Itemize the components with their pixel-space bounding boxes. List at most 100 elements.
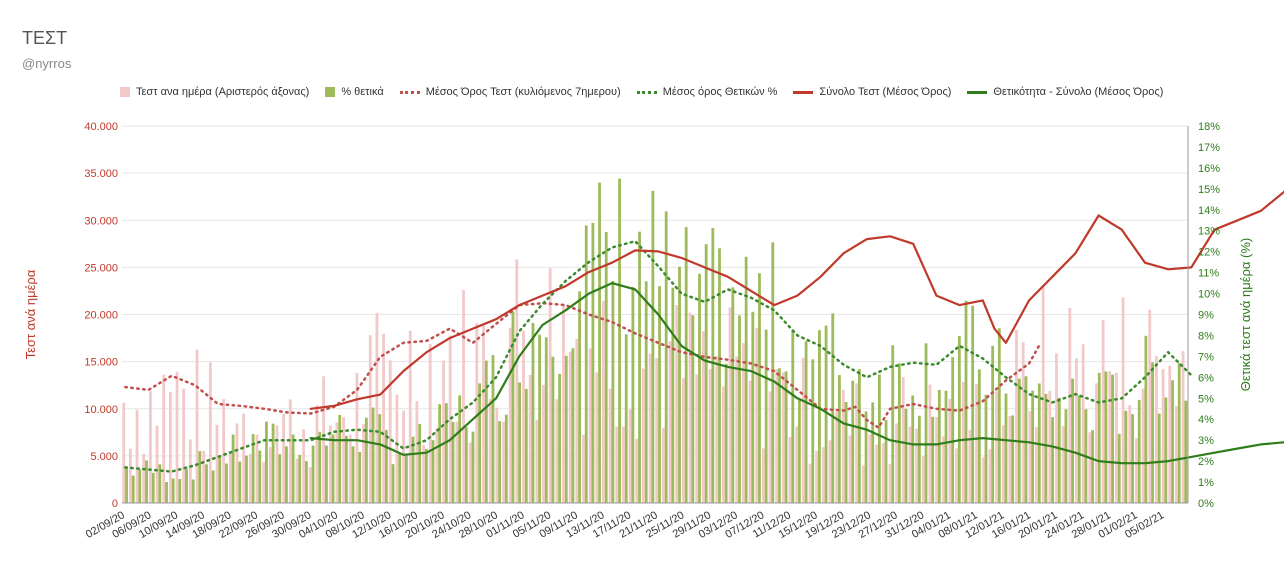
tests-bar: [275, 425, 279, 503]
left-tick-label: 5.000: [90, 451, 118, 463]
tests-bar: [548, 268, 552, 503]
positive-bar: [344, 435, 348, 503]
positive-bar: [818, 330, 821, 503]
tests-bar: [861, 465, 865, 503]
positive-bar: [491, 355, 495, 503]
positive-bar: [684, 227, 688, 504]
positive-bar: [1064, 409, 1068, 503]
tests-bar: [422, 445, 425, 503]
tests-bar: [522, 330, 525, 503]
tests-bar: [1148, 309, 1152, 503]
positive-bar: [877, 374, 881, 503]
tests-bar: [315, 405, 319, 503]
tests-bar: [735, 356, 739, 503]
positive-bar: [731, 287, 735, 503]
tests-bar: [262, 462, 266, 503]
tests-bar: [362, 423, 365, 503]
tests-bar: [1095, 383, 1098, 503]
tests-bar: [821, 447, 825, 503]
tests-bar: [668, 341, 672, 503]
tests-bar: [142, 453, 146, 503]
positive-bar: [1117, 433, 1121, 503]
positive-bar: [964, 300, 968, 503]
tests-bar: [195, 349, 199, 503]
chart-legend: Τεστ ανα ημέρα (Αριστερός άξονας) % θετικ…: [120, 86, 1179, 98]
tests-bar: [775, 368, 779, 503]
tests-bar: [995, 391, 998, 503]
tests-bar: [741, 343, 745, 503]
bars: [122, 178, 1188, 504]
right-tick-label: 6%: [1198, 372, 1214, 384]
tests-bar: [1155, 356, 1158, 503]
positive-bar: [258, 450, 262, 503]
positive-bar: [1111, 374, 1114, 503]
tests-bar: [382, 333, 385, 503]
positive-bar: [211, 470, 215, 503]
tests-bar: [915, 428, 918, 503]
positive-bar: [824, 325, 828, 503]
positive-bar: [271, 423, 275, 503]
positive-bar: [544, 337, 548, 503]
positive-bar: [778, 368, 781, 503]
positive-avg-line: [124, 239, 1193, 473]
left-tick-label: 10.000: [84, 404, 118, 416]
tests-bar: [795, 426, 799, 503]
positive-bar: [245, 455, 248, 503]
positive-bar: [291, 434, 295, 503]
right-tick-label: 0%: [1198, 498, 1214, 510]
tests-bar: [135, 409, 139, 503]
positive-bar: [1011, 415, 1015, 503]
right-tick-label: 7%: [1198, 351, 1214, 363]
positive-bar: [231, 434, 235, 503]
legend-label: Τεστ ανα ημέρα (Αριστερός άξονας): [136, 86, 310, 98]
tests-bar: [175, 371, 179, 503]
tests-bar: [295, 458, 299, 503]
positive-bar: [618, 178, 621, 503]
positive-bar: [591, 222, 595, 503]
legend-item: Μέσος Όρος Τεστ (κυλιόμενος 7ημερου): [399, 86, 621, 98]
positive-bar: [784, 371, 788, 503]
tests-bar: [808, 463, 812, 503]
tests-bar: [728, 307, 732, 503]
positive-bar: [977, 369, 981, 503]
tests-bar: [1168, 365, 1172, 503]
tests-bar: [562, 303, 565, 503]
right-tick-label: 15%: [1198, 184, 1220, 196]
legend-item: Θετικότητα - Σύνολο (Μέσος Όρος): [967, 86, 1163, 98]
left-tick-label: 15.000: [84, 357, 118, 369]
tests-bar: [1108, 371, 1112, 503]
tests-bar: [555, 399, 559, 503]
tests-bar: [1081, 344, 1085, 503]
positive-bar: [858, 369, 861, 503]
tests-bar: [208, 362, 212, 503]
tests-bar: [388, 360, 392, 503]
positive-bar: [1091, 430, 1094, 503]
tests-bar: [1128, 405, 1132, 503]
tests-bar: [162, 374, 166, 503]
tests-bar: [635, 438, 639, 503]
positive-bar: [325, 445, 328, 503]
positive-bar: [285, 446, 288, 503]
tests-bar: [288, 399, 292, 503]
tests-bar: [508, 327, 512, 503]
tests-bar: [648, 353, 652, 503]
tests-bar: [188, 439, 192, 503]
tests-bar: [688, 312, 692, 503]
positive-bar: [811, 359, 815, 503]
positive-bar: [198, 451, 202, 503]
tests-bar: [848, 435, 852, 503]
tests-bar: [302, 429, 306, 503]
right-tick-label: 13%: [1198, 226, 1220, 238]
tests-bar: [202, 450, 206, 503]
positive-bar: [924, 343, 928, 503]
positive-bar: [864, 411, 868, 503]
tests-bar: [355, 372, 359, 503]
right-tick-label: 18%: [1198, 121, 1220, 133]
positive-bar: [1157, 413, 1161, 503]
tests-bar: [1041, 285, 1045, 503]
axes: [122, 126, 1189, 504]
tests-bar: [515, 259, 519, 503]
tests-bar: [1181, 351, 1185, 503]
tests-bar: [615, 426, 619, 503]
